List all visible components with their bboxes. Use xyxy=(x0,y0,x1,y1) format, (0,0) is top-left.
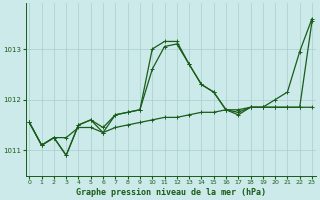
X-axis label: Graphe pression niveau de la mer (hPa): Graphe pression niveau de la mer (hPa) xyxy=(76,188,266,197)
